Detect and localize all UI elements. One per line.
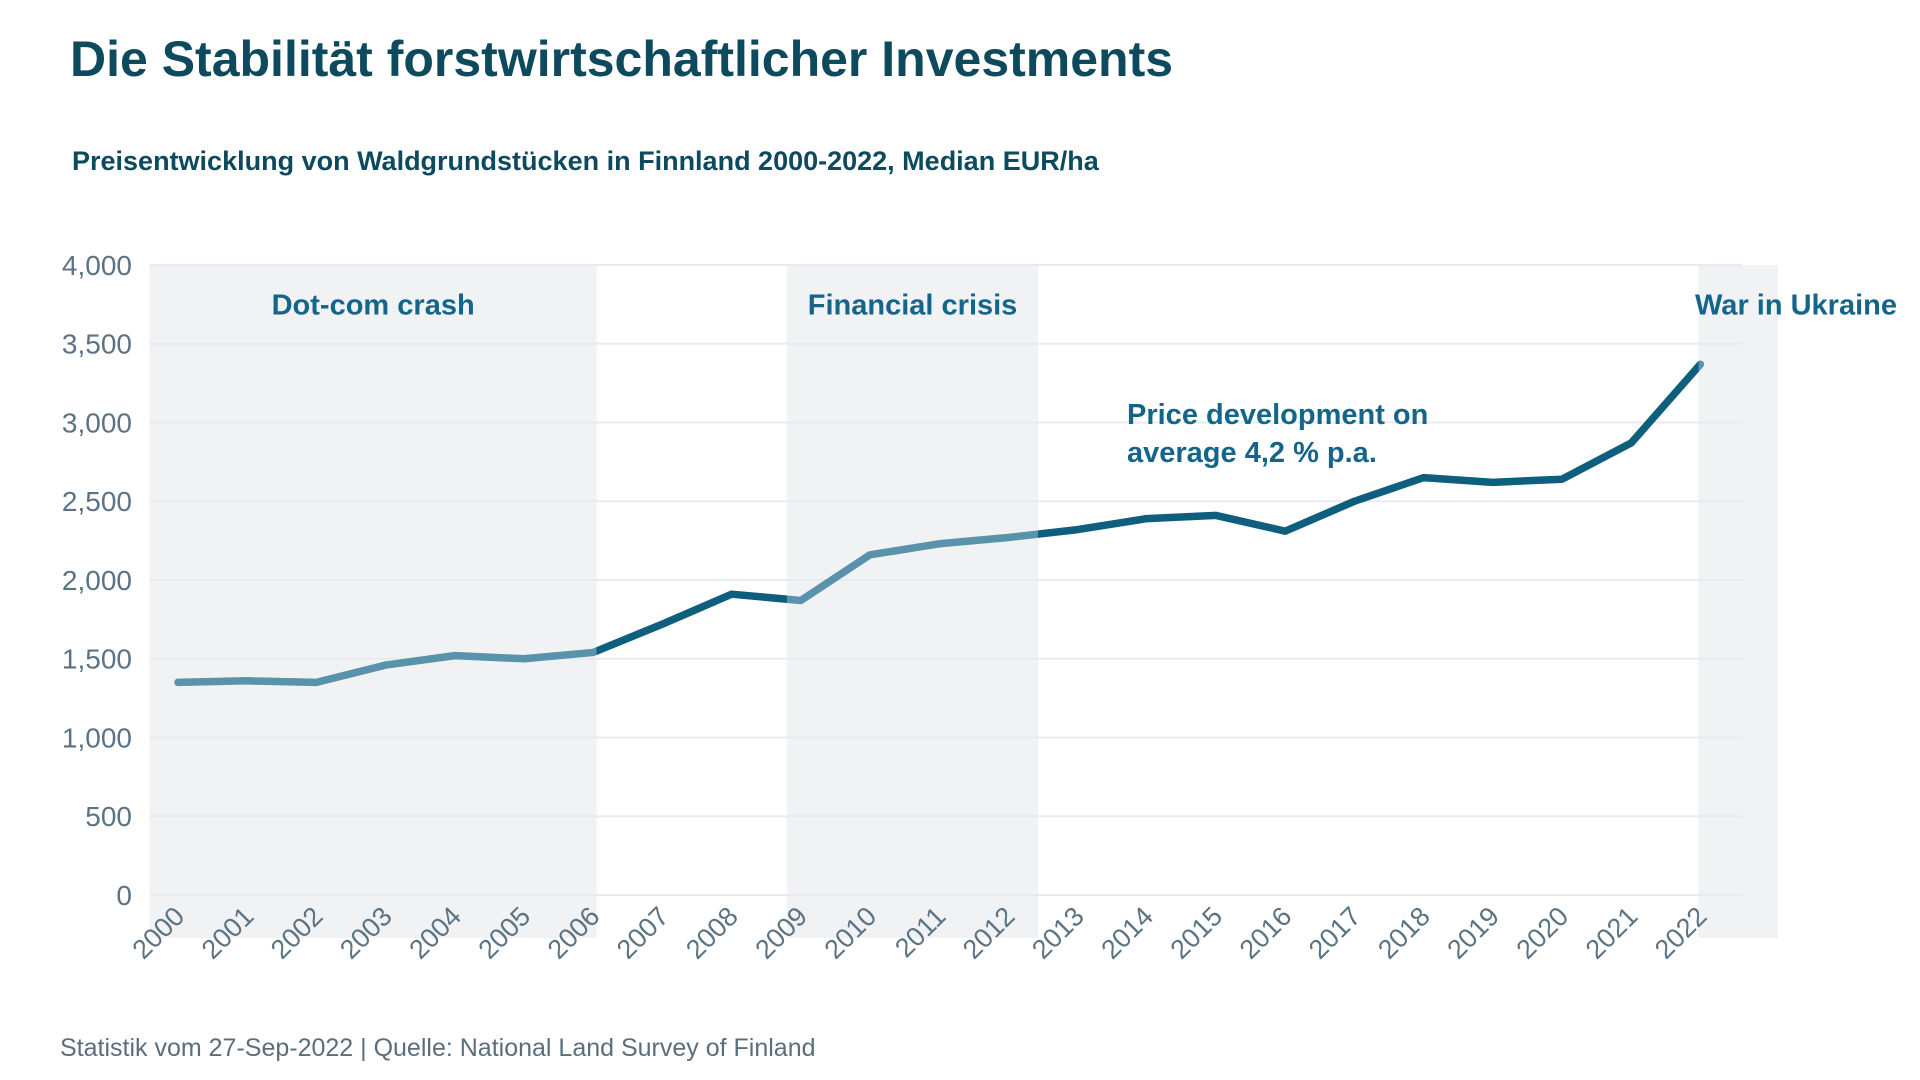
band-label-war-in-ukraine: War in Ukraine [1695,289,1897,322]
price-line [174,360,1705,687]
page-title: Die Stabilität forstwirtschaftlicher Inv… [70,31,1174,87]
chart-subtitle: Preisentwicklung von Waldgrundstücken in… [72,146,1099,176]
y-tick-label: 3,000 [62,407,132,438]
y-tick-label: 2,000 [62,565,132,596]
x-tick-label: 2014 [1095,901,1159,965]
y-tick-label: 2,500 [62,486,132,517]
x-tick-label: 2020 [1511,901,1575,965]
y-tick-label: 0 [116,880,132,911]
crisis-band [149,265,597,938]
band-label-financial-crisis: Financial crisis [807,289,1018,322]
x-tick-label: 2018 [1372,901,1436,965]
crisis-band [786,265,1039,938]
average-growth-annotation: Price development on average 4,2 % p.a. [1127,396,1428,472]
source-footer: Statistik vom 27-Sep-2022 | Quelle: Nati… [60,1034,816,1062]
x-tick-label: 2015 [1165,901,1229,965]
annotation-line-2: average 4,2 % p.a. [1127,437,1377,469]
y-tick-label: 1,000 [62,722,132,753]
x-tick-label: 2016 [1234,901,1298,965]
annotation-line-1: Price development on [1127,399,1429,431]
y-tick-label: 500 [85,801,132,832]
x-tick-label: 2007 [611,901,675,965]
x-tick-label: 2021 [1580,901,1644,965]
y-tick-label: 4,000 [62,250,132,281]
x-tick-label: 2008 [680,901,744,965]
y-tick-label: 1,500 [62,644,132,675]
y-tick-label: 3,500 [62,329,132,360]
x-tick-label: 2017 [1303,901,1367,965]
crisis-band [1698,265,1778,938]
x-tick-label: 2019 [1441,901,1505,965]
band-label-dotcom-crash: Dot-com crash [271,289,475,322]
